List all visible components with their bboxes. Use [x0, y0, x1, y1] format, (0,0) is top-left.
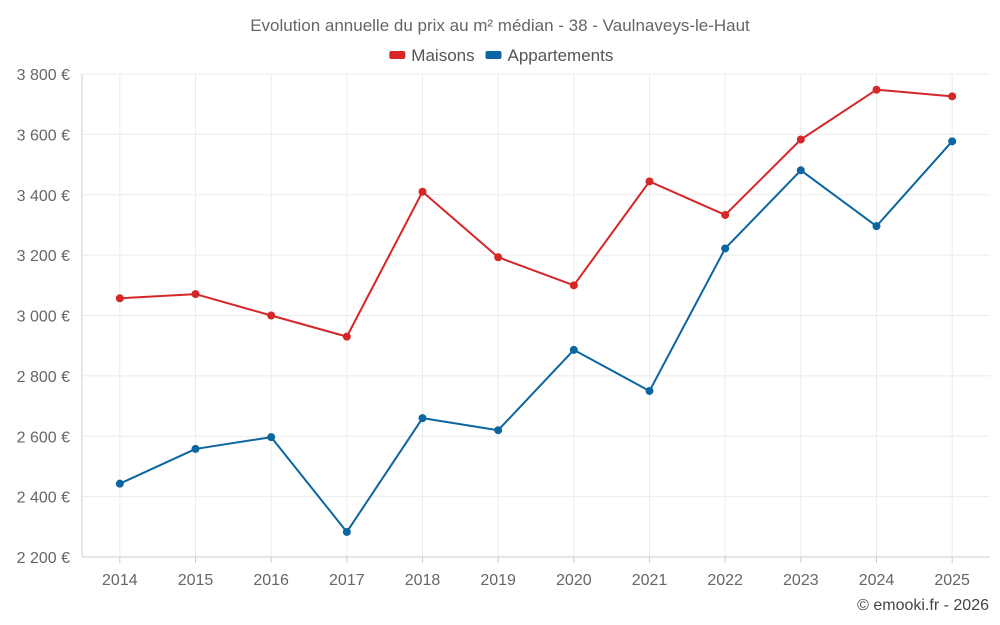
- data-point-maisons[interactable]: [191, 290, 200, 299]
- series-appartements: [115, 137, 957, 536]
- data-point-maisons[interactable]: [645, 177, 654, 186]
- data-point-maisons[interactable]: [721, 210, 730, 219]
- data-point-maisons[interactable]: [948, 92, 957, 101]
- data-point-maisons[interactable]: [267, 311, 276, 320]
- grid: [82, 73, 990, 558]
- y-tick-label: 3 200 €: [17, 248, 70, 265]
- legend-item-appartements[interactable]: Appartements: [485, 46, 614, 65]
- data-point-maisons[interactable]: [342, 332, 351, 341]
- series-line-appartements: [119, 140, 953, 533]
- y-tick-label: 3 000 €: [17, 309, 70, 326]
- y-tick-label: 2 600 €: [17, 429, 70, 446]
- data-point-appartements[interactable]: [418, 414, 427, 423]
- x-tick-label: 2014: [102, 572, 138, 589]
- data-point-appartements[interactable]: [115, 479, 124, 488]
- data-point-appartements[interactable]: [191, 444, 200, 453]
- y-tick-label: 3 400 €: [17, 188, 70, 205]
- data-point-maisons[interactable]: [115, 294, 124, 303]
- data-point-appartements[interactable]: [645, 386, 654, 395]
- x-tick-label: 2023: [783, 572, 819, 589]
- legend-label: Appartements: [508, 46, 614, 65]
- data-point-maisons[interactable]: [796, 135, 805, 144]
- chart-title: Evolution annuelle du prix au m² médian …: [250, 16, 750, 35]
- legend-label: Maisons: [411, 46, 474, 65]
- data-point-appartements[interactable]: [796, 166, 805, 175]
- data-point-maisons[interactable]: [494, 253, 503, 262]
- y-tick-label: 2 200 €: [17, 550, 70, 567]
- data-point-appartements[interactable]: [948, 137, 957, 146]
- x-axis: 2014 2015 2016 2017 2018 2019 2020 2021 2022 2023…: [82, 556, 990, 589]
- x-tick-label: 2018: [405, 572, 441, 589]
- x-tick-label: 2021: [632, 572, 668, 589]
- data-point-appartements[interactable]: [872, 222, 881, 231]
- legend-item-maisons[interactable]: Maisons: [389, 46, 475, 65]
- data-point-appartements[interactable]: [569, 345, 578, 354]
- data-point-maisons[interactable]: [872, 85, 881, 94]
- legend-swatch: [389, 51, 406, 59]
- y-axis: 2 200 € 2 400 € 2 600 € 2 800 € 3 000 € 3 200…: [17, 67, 83, 567]
- credit-text: © emooki.fr - 2026: [857, 597, 989, 614]
- data-point-appartements[interactable]: [342, 527, 351, 536]
- x-tick-label: 2019: [480, 572, 516, 589]
- x-tick-label: 2017: [329, 572, 365, 589]
- data-point-maisons[interactable]: [418, 187, 427, 196]
- x-tick-label: 2020: [556, 572, 592, 589]
- data-point-maisons[interactable]: [569, 281, 578, 290]
- data-point-appartements[interactable]: [494, 426, 503, 435]
- series-group: [115, 85, 957, 536]
- y-tick-label: 3 600 €: [17, 127, 70, 144]
- series-line-maisons: [119, 88, 953, 338]
- data-point-appartements[interactable]: [721, 244, 730, 253]
- x-tick-label: 2015: [178, 572, 214, 589]
- y-tick-label: 3 800 €: [17, 67, 70, 84]
- y-tick-label: 2 400 €: [17, 490, 70, 507]
- data-point-appartements[interactable]: [267, 433, 276, 442]
- x-tick-label: 2024: [859, 572, 895, 589]
- legend: Maisons Appartements: [389, 46, 613, 65]
- x-tick-label: 2016: [253, 572, 289, 589]
- series-maisons: [115, 85, 957, 341]
- x-tick-label: 2022: [707, 572, 743, 589]
- legend-swatch: [485, 51, 502, 59]
- y-tick-label: 2 800 €: [17, 369, 70, 386]
- x-tick-label: 2025: [934, 572, 970, 589]
